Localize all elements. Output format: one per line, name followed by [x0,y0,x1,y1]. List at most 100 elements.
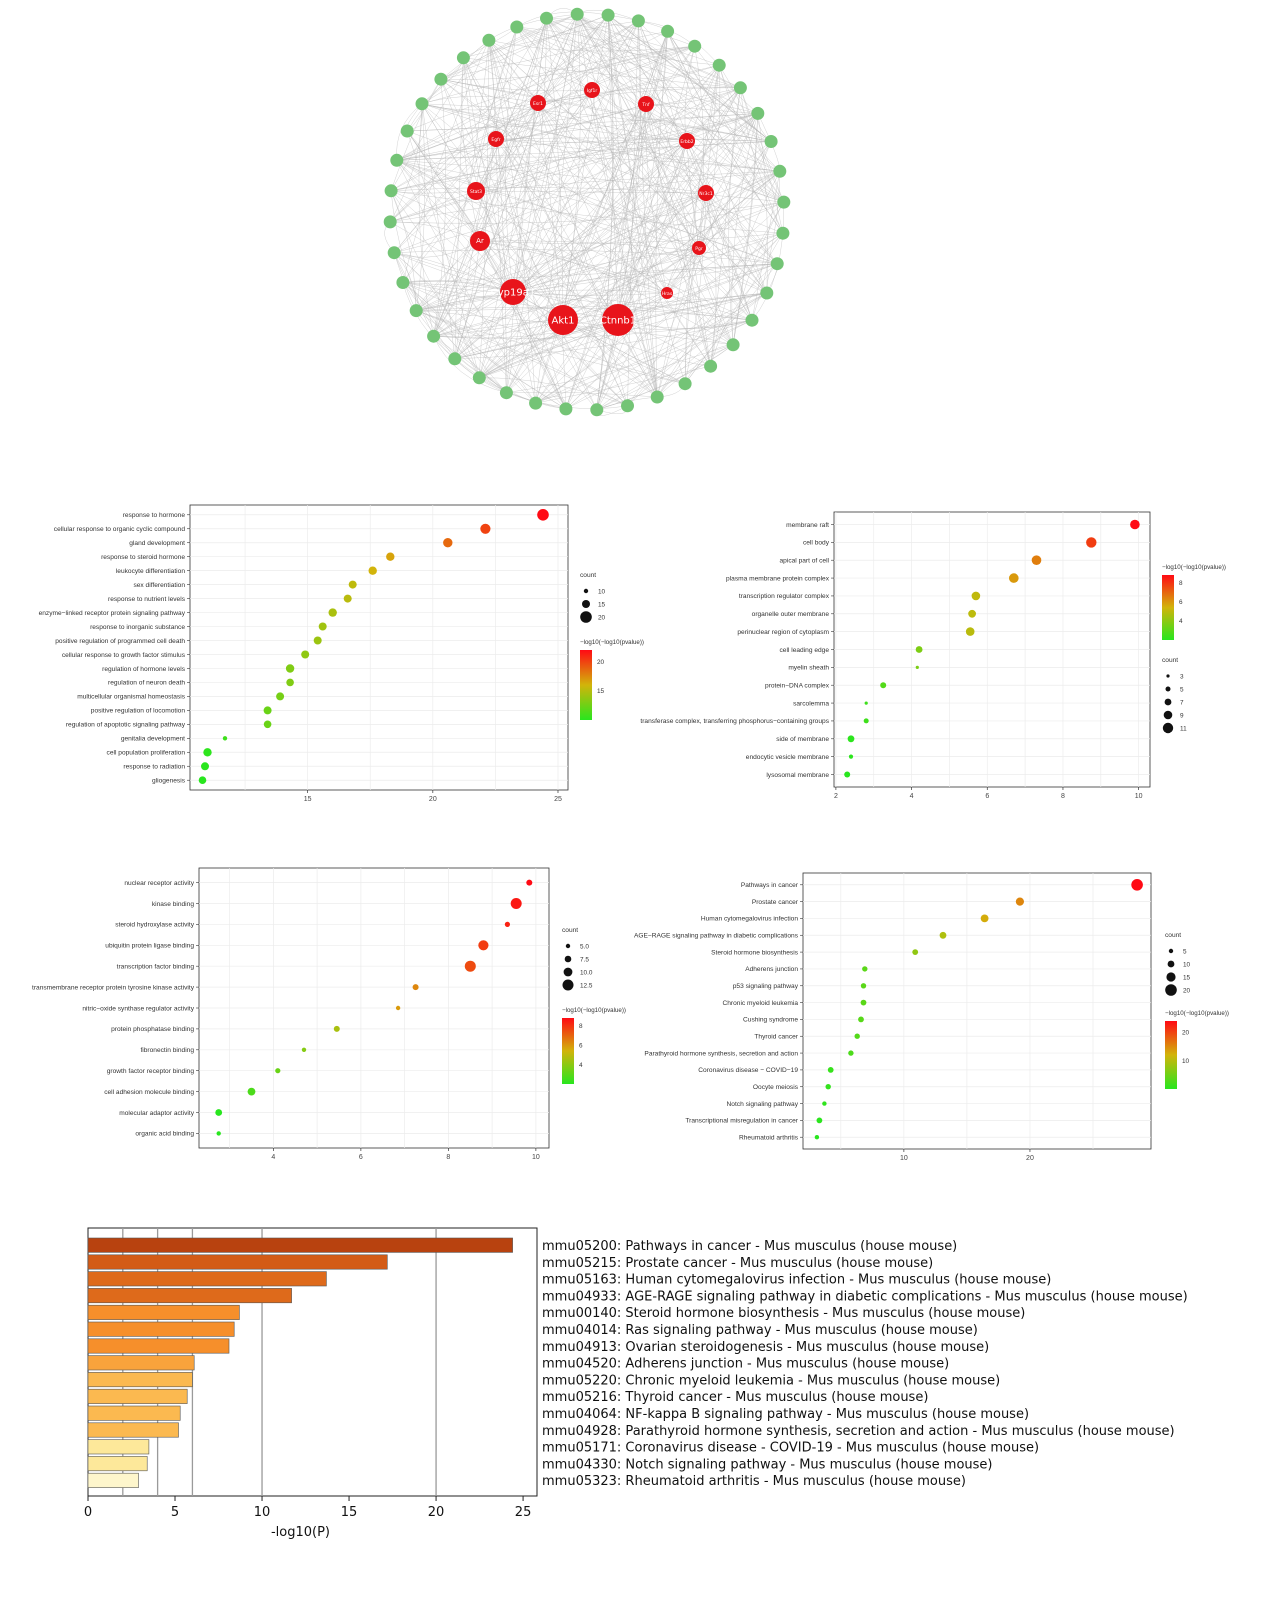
network-edge [546,17,695,47]
hub-node-label: Nr3c1 [699,191,713,197]
network-edge [479,113,758,378]
bar-x-tick-label: 25 [515,1505,532,1520]
network-edge [516,26,734,345]
network-edge [546,18,668,294]
network-edge [421,103,597,410]
bar-label: mmu00140: Steroid hormone biosynthesis -… [542,1306,1025,1321]
category-label: positive regulation of locomotion [91,708,186,715]
data-point [848,754,854,759]
color-legend-label: 4 [579,1062,583,1069]
network-edge [433,20,639,337]
data-point [263,720,272,729]
network-edge [433,232,783,337]
bar-x-tick-label: 0 [84,1505,92,1520]
network-edge [506,14,578,393]
outer-node [510,20,524,34]
network-edge [596,140,688,410]
count-legend-dot [582,600,590,608]
bar-label: mmu04913: Ovarian steroidogenesis - Mus … [542,1340,989,1355]
outer-node [688,39,702,53]
network-edge [512,14,578,293]
category-label: Steroid hormone biosynthesis [711,949,799,956]
network-edge [396,160,628,406]
network-edge [740,87,785,203]
data-point [201,762,209,771]
plot-panel [189,504,569,791]
category-label: Coronavirus disease − COVID−19 [698,1067,798,1074]
hub-node [698,185,714,201]
network-edge [512,171,780,293]
network-edge [402,282,753,321]
bar [87,1355,195,1371]
category-label: Adherens junction [745,966,798,973]
outer-node [396,276,410,289]
bar-label: mmu05171: Coronavirus disease - COVID-19… [542,1441,1039,1456]
network-edge [667,31,768,294]
outer-node [777,195,791,209]
data-point [301,650,310,659]
network-edge [546,18,734,345]
network-edge [433,336,507,393]
data-point [480,523,491,534]
network-edge [607,14,772,142]
network-edge [546,18,780,172]
network-edge [516,26,741,89]
network-edge [516,11,609,28]
x-tick-label: 20 [1026,1155,1034,1162]
category-label: genitalia development [121,736,185,743]
network-edge [396,20,639,161]
network-edge [396,103,647,161]
network-edge [454,14,578,359]
network-edge [396,31,668,161]
network-edge [396,160,734,345]
network-edge [416,310,628,406]
category-label: plasma membrane protein complex [726,575,830,582]
data-point [915,646,923,653]
outer-node [733,81,747,95]
outer-node [390,153,404,167]
network-edge [577,14,784,203]
x-tick-label: 6 [359,1154,363,1161]
count-legend-label: 10 [1183,961,1191,968]
network-edge [751,171,781,321]
color-legend-label: 15 [597,688,605,695]
network-edge [627,247,700,406]
network-edge [645,103,668,294]
bar-x-tick-label: 10 [254,1505,271,1520]
network-edge [506,46,695,393]
category-label: organic acid binding [135,1131,194,1138]
count-legend-label: 11 [1180,725,1187,732]
data-point [816,1117,823,1124]
network-edge [705,192,717,367]
data-point [912,949,919,955]
count-legend-dot [580,611,592,623]
network-edge [495,138,658,398]
hub-node-label: Ctnnb1 [600,316,636,327]
count-legend-label: 3 [1180,673,1184,680]
network-edge [475,87,741,192]
category-label: regulation of apoptotic signaling pathwa… [66,722,186,729]
network-edge [402,190,477,283]
data-point [1131,879,1143,891]
count-legend-dot [1164,698,1172,706]
network-edge [394,140,688,253]
category-label: positive regulation of programmed cell d… [55,638,185,645]
network-edge [546,18,784,203]
hub-node [602,304,634,336]
network-edge [421,103,668,294]
category-label: cell body [803,540,830,547]
network-edge [433,79,446,337]
network-edge [440,79,767,294]
category-label: enzyme−linked receptor protein signaling… [39,610,186,617]
data-point [880,682,887,689]
network-edge [516,26,741,89]
x-tick-label: 10 [1135,793,1143,800]
network-edge [479,232,783,244]
outer-node [601,8,615,22]
network-edge [421,103,688,142]
network-edge [666,171,780,294]
count-legend-label: 9 [1180,712,1184,719]
data-point [412,984,419,991]
network-edge [479,201,784,378]
network-edge [433,113,758,337]
